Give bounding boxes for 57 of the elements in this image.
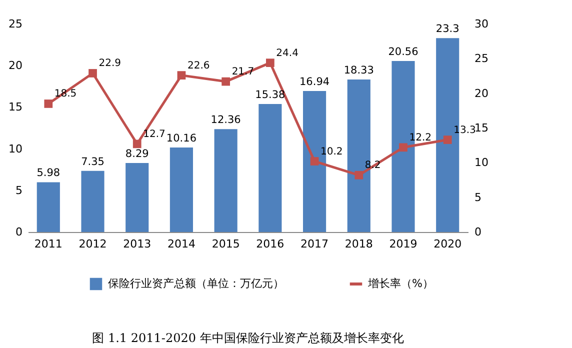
legend-label: 保险行业资产总额（单位：万亿元） <box>108 277 284 290</box>
data-label: 7.35 <box>81 156 104 168</box>
data-label: 24.4 <box>276 48 298 59</box>
x-tick-label: 2018 <box>344 238 373 250</box>
data-label: 12.7 <box>143 128 166 140</box>
y-tick-label: 25 <box>8 18 22 30</box>
point <box>399 143 408 152</box>
point <box>88 69 97 78</box>
x-tick-label: 2012 <box>78 238 107 250</box>
x-tick-label: 2017 <box>300 238 329 250</box>
point <box>266 58 274 68</box>
x-tick-label: 2020 <box>434 238 462 250</box>
data-label: 8.2 <box>364 160 381 172</box>
text: 图 1.1 2011-2020 年中国保险行业资产总额及增长率变化 <box>92 331 404 345</box>
data-label: 22.9 <box>98 58 122 70</box>
y-tick-label: 10 <box>8 142 22 156</box>
data-label: 18.33 <box>344 64 374 76</box>
x-tick-label: 2016 <box>256 238 284 250</box>
data-label: 8.29 <box>125 148 149 160</box>
data-label: 16.94 <box>300 76 330 88</box>
point <box>443 136 452 144</box>
y2-tick-label: 0 <box>474 226 482 238</box>
y2-tick-label: 25 <box>474 52 488 66</box>
y2-tick-label: 10 <box>474 156 488 170</box>
y-tick-label: 20 <box>8 59 22 72</box>
x-tick-label: 2011 <box>34 238 62 250</box>
y2-tick-label: 20 <box>474 86 488 100</box>
y-tick-label: 0 <box>16 226 22 238</box>
data-label: 5.98 <box>36 167 60 180</box>
x-tick-label: 2014 <box>167 238 196 250</box>
y2-tick-label: 30 <box>474 18 488 30</box>
bar <box>81 170 104 232</box>
data-label: 22.6 <box>187 60 210 72</box>
x-tick-label: 2013 <box>123 238 152 250</box>
bar <box>126 163 149 232</box>
data-label: 15.38 <box>255 89 286 102</box>
data-label: 10.16 <box>166 132 197 144</box>
data-label: 23.3 <box>436 23 460 36</box>
y2-tick-label: 15 <box>474 122 488 134</box>
bar <box>258 104 282 232</box>
point <box>310 157 319 166</box>
point <box>354 170 364 180</box>
x-tick-label: 2019 <box>389 238 418 250</box>
point <box>132 140 142 148</box>
bar <box>170 147 193 232</box>
y-tick-label: 5 <box>16 184 22 197</box>
y-tick-label: 15 <box>8 100 22 114</box>
point <box>177 71 186 80</box>
legend-label: 增长率（%） <box>367 277 434 290</box>
bar <box>214 129 238 232</box>
data-label: 20.56 <box>388 46 419 58</box>
data-label: 12.36 <box>210 114 242 126</box>
x-tick-label: 2015 <box>212 238 240 250</box>
point <box>44 100 53 108</box>
y2-tick-label: 5 <box>474 190 482 204</box>
point <box>222 77 230 86</box>
bar <box>36 182 60 232</box>
